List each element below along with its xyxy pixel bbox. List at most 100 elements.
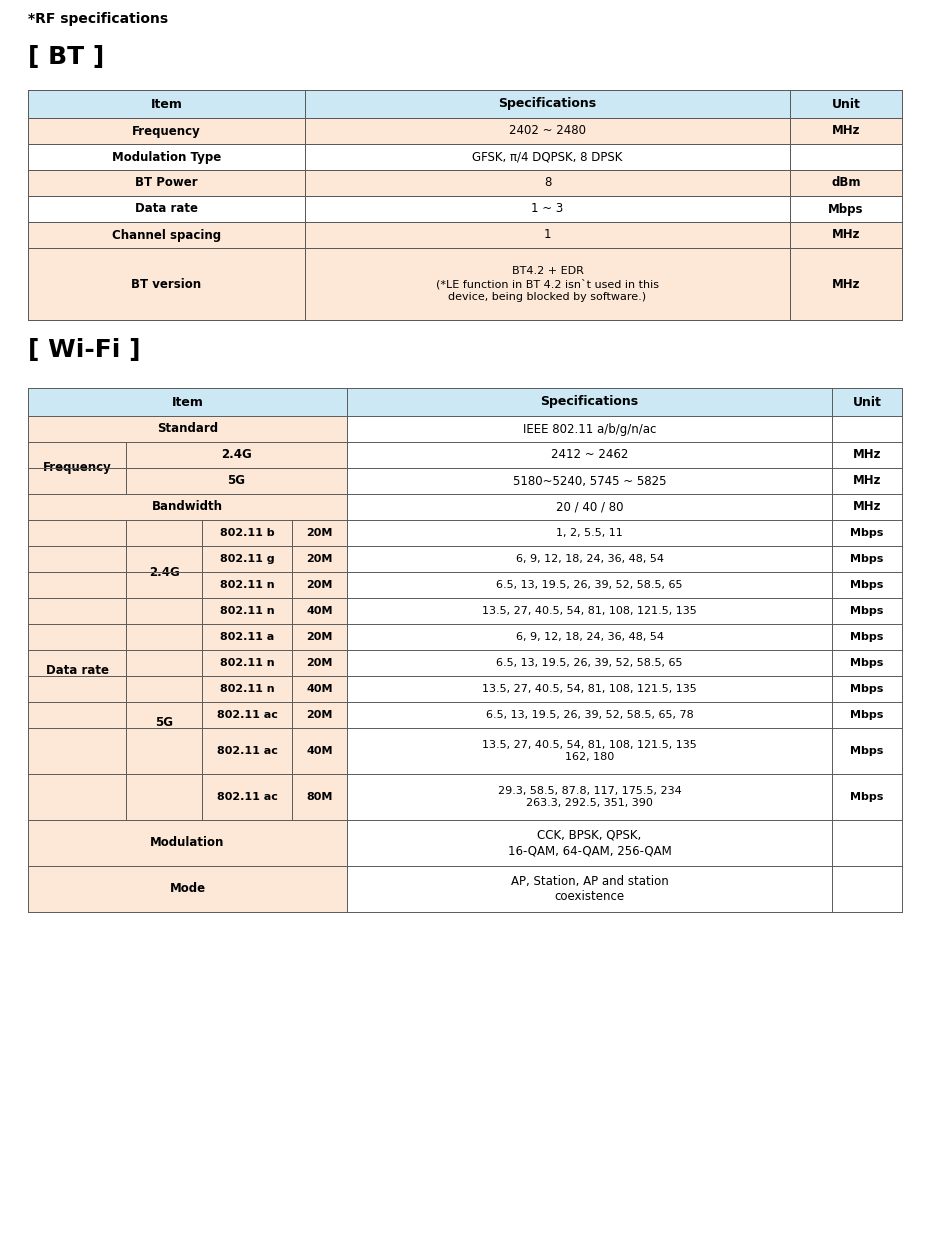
Text: MHz: MHz	[853, 475, 882, 487]
Bar	[292, 546, 347, 571]
Bar	[305, 195, 790, 221]
Bar	[305, 118, 790, 143]
Text: 40M: 40M	[306, 746, 333, 756]
Bar	[202, 597, 292, 623]
Bar	[347, 866, 832, 912]
Text: 20M: 20M	[306, 528, 333, 538]
Text: 802.11 ac: 802.11 ac	[217, 710, 277, 720]
Text: 40M: 40M	[306, 684, 333, 694]
Bar	[202, 520, 292, 546]
Bar	[832, 388, 902, 416]
Bar	[832, 597, 902, 623]
Text: 1: 1	[544, 229, 551, 241]
Bar	[347, 442, 832, 468]
Text: 6.5, 13, 19.5, 26, 39, 52, 58.5, 65, 78: 6.5, 13, 19.5, 26, 39, 52, 58.5, 65, 78	[485, 710, 694, 720]
Text: 1, 2, 5.5, 11: 1, 2, 5.5, 11	[556, 528, 623, 538]
Text: 802.11 a: 802.11 a	[219, 632, 274, 642]
Text: 20 / 40 / 80: 20 / 40 / 80	[556, 501, 623, 513]
Bar	[292, 597, 347, 623]
Text: Mbps: Mbps	[850, 632, 883, 642]
Text: Mbps: Mbps	[850, 746, 883, 756]
Bar	[347, 675, 832, 703]
Bar	[292, 520, 347, 546]
Bar	[202, 623, 292, 649]
Bar	[832, 442, 902, 468]
Bar	[292, 729, 347, 774]
Bar	[832, 468, 902, 494]
Bar	[126, 520, 202, 623]
Text: 13.5, 27, 40.5, 54, 81, 108, 121.5, 135: 13.5, 27, 40.5, 54, 81, 108, 121.5, 135	[482, 606, 697, 616]
Text: IEEE 802.11 a/b/g/n/ac: IEEE 802.11 a/b/g/n/ac	[523, 423, 657, 435]
Bar	[292, 623, 347, 649]
Text: 2.4G: 2.4G	[149, 565, 179, 579]
Bar	[832, 774, 902, 820]
Bar	[305, 143, 790, 169]
Bar	[790, 169, 902, 195]
Text: Data rate: Data rate	[135, 203, 198, 215]
Bar	[832, 571, 902, 597]
Bar	[790, 118, 902, 143]
Text: 802.11 n: 802.11 n	[219, 606, 274, 616]
Bar	[28, 520, 126, 820]
Bar	[347, 571, 832, 597]
Bar	[832, 703, 902, 729]
Text: BT version: BT version	[131, 277, 202, 291]
Bar	[832, 675, 902, 703]
Bar	[832, 520, 902, 546]
Bar	[126, 442, 347, 468]
Text: Mbps: Mbps	[850, 580, 883, 590]
Text: 2.4G: 2.4G	[221, 449, 252, 461]
Text: 5G: 5G	[228, 475, 246, 487]
Bar	[292, 571, 347, 597]
Bar	[790, 143, 902, 169]
Bar	[790, 247, 902, 320]
Text: Standard: Standard	[157, 423, 218, 435]
Bar	[347, 520, 832, 546]
Bar	[202, 546, 292, 571]
Text: [ BT ]: [ BT ]	[28, 45, 104, 69]
Bar	[832, 494, 902, 520]
Text: 802.11 ac: 802.11 ac	[217, 746, 277, 756]
Text: Mbps: Mbps	[829, 203, 864, 215]
Text: BT4.2 + EDR
(*LE function in BT 4.2 isn`t used in this
device, being blocked by : BT4.2 + EDR (*LE function in BT 4.2 isn`…	[436, 266, 659, 302]
Text: 20M: 20M	[306, 580, 333, 590]
Text: GFSK, π/4 DQPSK, 8 DPSK: GFSK, π/4 DQPSK, 8 DPSK	[472, 151, 623, 163]
Text: MHz: MHz	[831, 229, 860, 241]
Bar	[28, 90, 305, 118]
Text: AP, Station, AP and station
coexistence: AP, Station, AP and station coexistence	[511, 875, 669, 903]
Bar	[202, 703, 292, 729]
Bar	[347, 416, 832, 442]
Bar	[305, 247, 790, 320]
Bar	[832, 820, 902, 866]
Text: 13.5, 27, 40.5, 54, 81, 108, 121.5, 135: 13.5, 27, 40.5, 54, 81, 108, 121.5, 135	[482, 684, 697, 694]
Text: MHz: MHz	[853, 449, 882, 461]
Text: 20M: 20M	[306, 554, 333, 564]
Text: Modulation: Modulation	[151, 836, 225, 850]
Text: Mbps: Mbps	[850, 658, 883, 668]
Text: MHz: MHz	[831, 125, 860, 137]
Bar	[790, 195, 902, 221]
Text: CCK, BPSK, QPSK,
16-QAM, 64-QAM, 256-QAM: CCK, BPSK, QPSK, 16-QAM, 64-QAM, 256-QAM	[508, 829, 671, 857]
Text: 40M: 40M	[306, 606, 333, 616]
Text: 6.5, 13, 19.5, 26, 39, 52, 58.5, 65: 6.5, 13, 19.5, 26, 39, 52, 58.5, 65	[497, 580, 683, 590]
Text: 8: 8	[544, 177, 551, 189]
Text: Item: Item	[171, 396, 204, 408]
Bar	[832, 546, 902, 571]
Text: 6.5, 13, 19.5, 26, 39, 52, 58.5, 65: 6.5, 13, 19.5, 26, 39, 52, 58.5, 65	[497, 658, 683, 668]
Text: 802.11 ac: 802.11 ac	[217, 792, 277, 802]
Text: Bandwidth: Bandwidth	[152, 501, 223, 513]
Text: Data rate: Data rate	[46, 663, 109, 677]
Bar	[347, 774, 832, 820]
Text: Frequency: Frequency	[132, 125, 201, 137]
Text: 802.11 n: 802.11 n	[219, 658, 274, 668]
Text: 802.11 g: 802.11 g	[219, 554, 274, 564]
Bar	[126, 623, 202, 820]
Text: Mbps: Mbps	[850, 554, 883, 564]
Text: Mbps: Mbps	[850, 606, 883, 616]
Bar	[126, 468, 347, 494]
Text: Mbps: Mbps	[850, 684, 883, 694]
Text: Modulation Type: Modulation Type	[112, 151, 221, 163]
Bar	[832, 866, 902, 912]
Text: 29.3, 58.5, 87.8, 117, 175.5, 234
263.3, 292.5, 351, 390: 29.3, 58.5, 87.8, 117, 175.5, 234 263.3,…	[498, 785, 682, 808]
Text: Mode: Mode	[169, 882, 206, 896]
